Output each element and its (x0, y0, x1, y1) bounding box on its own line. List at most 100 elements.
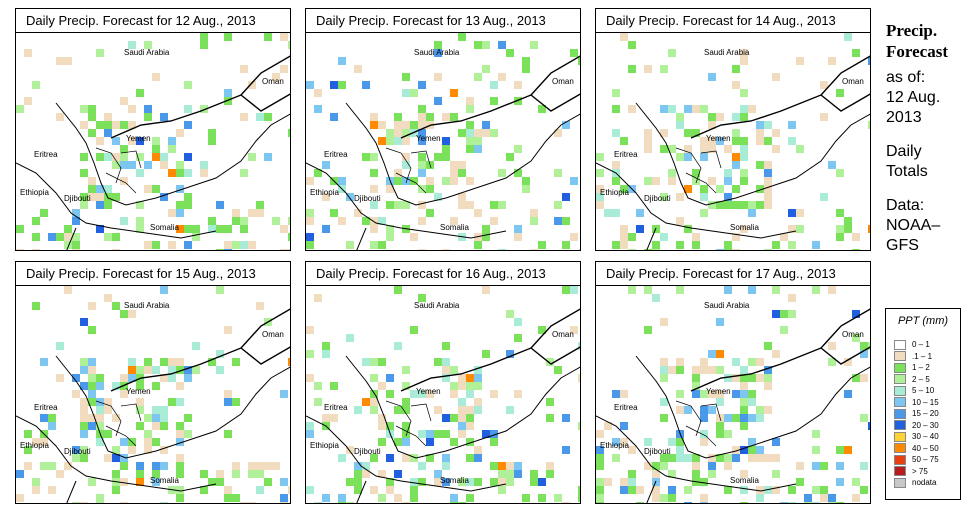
country-label-yemen: Yemen (706, 387, 731, 396)
country-label-somalia: Somalia (440, 223, 469, 232)
legend-swatch (894, 397, 906, 407)
legend-swatch (894, 339, 906, 350)
country-label-saudi-arabia: Saudi Arabia (414, 48, 460, 57)
legend-label: .1 – 1 (912, 351, 933, 361)
coastline (345, 102, 580, 206)
totals-line2: Totals (886, 163, 928, 180)
country-label-ethiopia: Ethiopia (600, 188, 629, 197)
country-label-ethiopia: Ethiopia (20, 441, 49, 450)
country-label-yemen: Yemen (706, 134, 731, 143)
country-label-oman: Oman (262, 77, 284, 86)
country-label-eritrea: Eritrea (324, 150, 348, 159)
country-label-ethiopia: Ethiopia (310, 188, 339, 197)
national-border (110, 308, 290, 392)
forecast-panel-4: Daily Precip. Forecast for 15 Aug., 2013… (15, 261, 291, 504)
legend-swatch (894, 431, 906, 442)
side-title-line1: Precip. (886, 21, 938, 40)
asof-label: as of: (886, 69, 926, 86)
data-source-label: Data: (886, 197, 925, 214)
legend-entry: 1 – 2 (894, 362, 930, 373)
forecast-panel-3: Daily Precip. Forecast for 14 Aug., 2013… (595, 8, 871, 251)
precip-map: Saudi Arabia Oman Yemen Eritrea Ethiopia Djib… (16, 286, 290, 503)
national-border (400, 308, 580, 392)
precip-map: Saudi Arabia Oman Yemen Eritrea Ethiopia Djib… (306, 286, 580, 503)
side-title-line2: Forecast (886, 42, 948, 61)
panel-title: Daily Precip. Forecast for 16 Aug., 2013 (306, 262, 580, 286)
legend-entry: 0 – 1 (894, 339, 930, 350)
precip-map: Saudi Arabia Oman Yemen Eritrea Ethiopia Djib… (596, 33, 870, 250)
country-label-eritrea: Eritrea (34, 150, 58, 159)
panel-title: Daily Precip. Forecast for 17 Aug., 2013 (596, 262, 870, 286)
coastline (345, 355, 580, 459)
panel-title: Daily Precip. Forecast for 14 Aug., 2013 (596, 9, 870, 33)
precip-map: Saudi Arabia Oman Yemen Eritrea Ethiopia Djib… (16, 33, 290, 250)
africa-coastline (596, 415, 797, 503)
governorate-borders (385, 147, 432, 194)
national-border (110, 55, 290, 139)
precip-cells (306, 33, 580, 250)
legend-entry: 30 – 40 (894, 431, 939, 442)
legend-label: > 75 (912, 466, 928, 476)
governorate-borders (95, 147, 142, 194)
country-label-djibouti: Djibouti (64, 447, 91, 456)
country-label-oman: Oman (552, 330, 574, 339)
country-label-yemen: Yemen (126, 134, 151, 143)
legend-entry: 2 – 5 (894, 374, 930, 385)
legend-label: 50 – 75 (912, 455, 939, 464)
legend-label: 0 – 1 (912, 340, 930, 349)
legend-entry: 40 – 50 (894, 443, 939, 454)
legend-entry: 15 – 20 (894, 408, 939, 419)
country-label-saudi-arabia: Saudi Arabia (124, 301, 170, 310)
country-label-saudi-arabia: Saudi Arabia (704, 301, 750, 310)
panel-title: Daily Precip. Forecast for 15 Aug., 2013 (16, 262, 290, 286)
precip-cells (16, 286, 290, 503)
legend-entry: 20 – 30 (894, 420, 939, 431)
precip-map: Saudi Arabia Oman Yemen Eritrea Ethiopia Djib… (596, 286, 870, 503)
country-label-oman: Oman (842, 330, 864, 339)
legend-swatch (894, 477, 906, 488)
totals-line1: Daily (886, 143, 922, 160)
country-label-djibouti: Djibouti (64, 194, 91, 203)
precip-cells (596, 33, 870, 250)
country-label-oman: Oman (552, 77, 574, 86)
legend-entry: .1 – 1 (894, 351, 932, 362)
legend-title: PPT (mm) (897, 315, 949, 327)
country-label-saudi-arabia: Saudi Arabia (414, 301, 460, 310)
legend-label: 1 – 2 (912, 363, 930, 372)
legend-swatch (894, 466, 906, 476)
coastline (635, 355, 870, 459)
governorate-borders (95, 400, 142, 447)
country-label-somalia: Somalia (440, 476, 469, 485)
country-label-oman: Oman (262, 330, 284, 339)
country-label-ethiopia: Ethiopia (20, 188, 49, 197)
legend-label: 5 – 10 (912, 386, 935, 395)
national-border (400, 55, 580, 139)
legend-entry: 5 – 10 (894, 385, 934, 396)
coastline (55, 102, 290, 206)
country-label-somalia: Somalia (730, 476, 759, 485)
country-label-eritrea: Eritrea (614, 150, 638, 159)
country-label-saudi-arabia: Saudi Arabia (704, 48, 750, 57)
data-source-line2: GFS (886, 237, 919, 254)
country-label-eritrea: Eritrea (34, 403, 58, 412)
africa-coastline (306, 415, 507, 503)
precip-legend: PPT (mm) 0 – 1 .1 – 1 1 – 2 2 – 5 5 – 10 10 –… (885, 308, 961, 500)
country-label-eritrea: Eritrea (324, 403, 348, 412)
legend-entry: > 75 (894, 466, 928, 477)
legend-label: nodata (912, 478, 937, 487)
side-info: Precip. Forecast as of: 12 Aug. 2013 Dai… (886, 20, 971, 256)
africa-coastline (596, 162, 797, 250)
forecast-panel-6: Daily Precip. Forecast for 17 Aug., 2013… (595, 261, 871, 504)
legend-label: 30 – 40 (912, 432, 939, 441)
legend-entry: 50 – 75 (894, 454, 939, 465)
national-border (690, 55, 870, 139)
asof-year: 2013 (886, 109, 922, 126)
country-label-yemen: Yemen (416, 387, 441, 396)
governorate-borders (675, 147, 722, 194)
legend-swatch (894, 420, 906, 430)
country-label-djibouti: Djibouti (354, 194, 381, 203)
data-source-line1: NOAA– (886, 217, 941, 234)
precip-map: Saudi Arabia Oman Yemen Eritrea Ethiopia Djib… (306, 33, 580, 250)
country-label-ethiopia: Ethiopia (600, 441, 629, 450)
legend-swatch (894, 374, 906, 384)
